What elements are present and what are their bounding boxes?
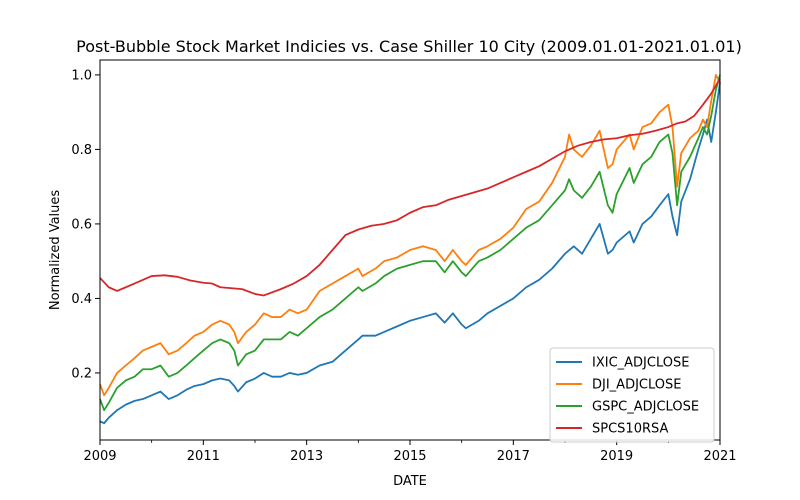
x-tick-label: 2021	[703, 449, 736, 464]
x-tick-label: 2011	[187, 449, 220, 464]
y-tick-label: 0.8	[71, 143, 92, 158]
series-line-spcs10rsa	[99, 78, 721, 297]
chart-title: Post-Bubble Stock Market Indicies vs. Ca…	[76, 37, 742, 56]
series-line-ixic-adjclose	[99, 82, 721, 425]
x-axis-label: DATE	[393, 474, 427, 489]
y-axis: 0.2 0.4 0.6 0.8 1.0	[71, 68, 100, 381]
legend-label: DJI_ADJCLOSE	[592, 378, 681, 393]
y-tick-label: 1.0	[71, 68, 92, 83]
y-tick-label: 0.4	[71, 292, 92, 307]
x-tick-label: 2019	[600, 449, 633, 464]
x-tick-label: 2015	[393, 449, 426, 464]
x-tick-label: 2017	[497, 449, 530, 464]
x-axis: 2009 2011 2013 2015 2017 2019 2021	[83, 440, 737, 464]
legend-label: GSPC_ADJCLOSE	[592, 400, 699, 415]
legend-label: SPCS10RSA	[592, 422, 668, 437]
legend-box	[549, 347, 715, 443]
series-line-dji-adjclose	[99, 74, 721, 397]
y-tick-label: 0.6	[71, 217, 92, 232]
legend-label: IXIC_ADJCLOSE	[592, 356, 689, 371]
legend: IXIC_ADJCLOSE DJI_ADJCLOSE GSPC_ADJCLOSE SP…	[549, 347, 715, 443]
series-line-gspc-adjclose	[99, 74, 721, 412]
y-tick-label: 0.2	[71, 366, 92, 381]
x-tick-label: 2013	[290, 449, 323, 464]
plot-series	[99, 74, 721, 425]
x-tick-label: 2009	[83, 449, 116, 464]
y-axis-label: Normalized Values	[48, 190, 63, 311]
